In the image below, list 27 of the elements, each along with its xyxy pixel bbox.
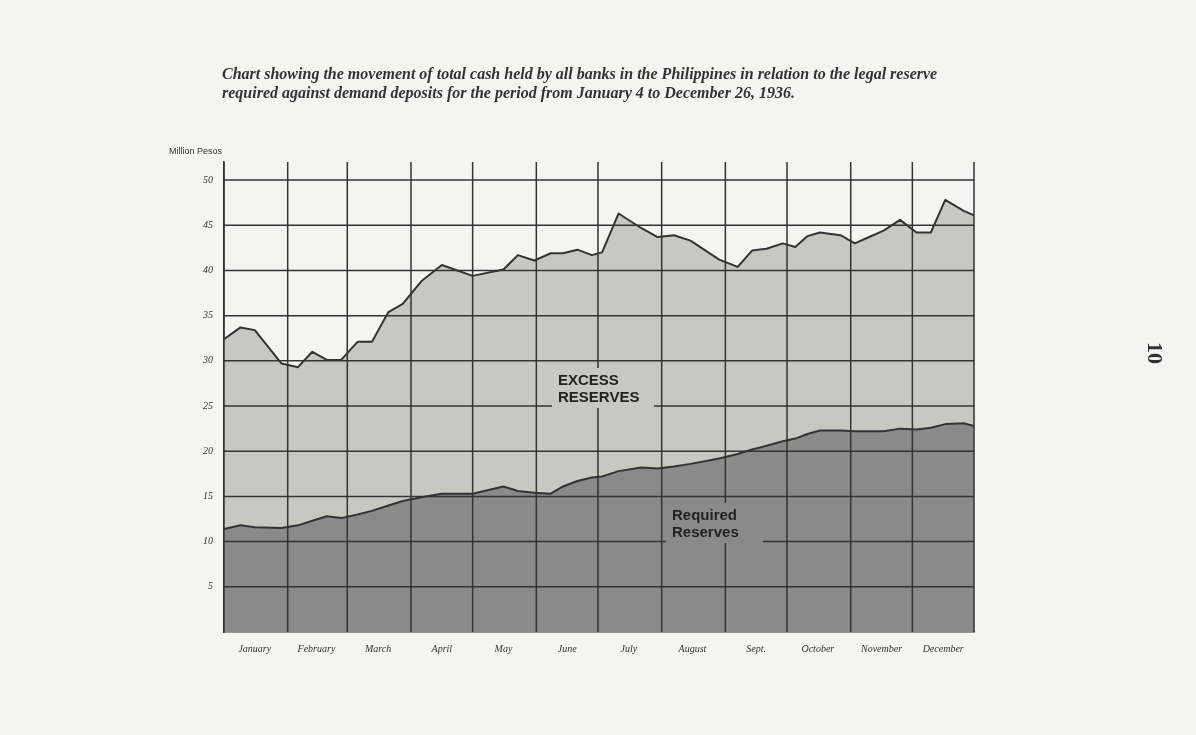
x-tick-label: March bbox=[363, 642, 392, 654]
y-tick-label: 15 bbox=[203, 490, 213, 502]
x-tick-label: November bbox=[859, 642, 903, 654]
y-tick-label: 35 bbox=[202, 309, 213, 321]
y-tick-label: 45 bbox=[203, 218, 213, 230]
x-tick-label: August bbox=[677, 642, 707, 654]
x-tick-label: April bbox=[430, 642, 453, 654]
x-tick-label: October bbox=[801, 642, 835, 654]
y-tick-label: 50 bbox=[203, 173, 213, 185]
y-tick-label: 5 bbox=[208, 580, 213, 592]
x-tick-label: May bbox=[493, 642, 513, 654]
text: 10 bbox=[1142, 342, 1168, 364]
x-tick-label: January bbox=[238, 642, 272, 654]
y-tick-label: 25 bbox=[203, 399, 213, 411]
y-tick-label: 10 bbox=[203, 535, 213, 547]
y-axis-title: Million Pesos bbox=[168, 146, 223, 156]
series-label: EXCESS RESERVES bbox=[552, 368, 654, 408]
x-tick-label: June bbox=[557, 642, 578, 654]
series-label: Required Reserves bbox=[666, 503, 763, 543]
x-tick-label: Sept. bbox=[746, 642, 767, 654]
x-tick-label: July bbox=[620, 642, 638, 654]
x-tick-label: December bbox=[921, 642, 964, 654]
y-tick-label: 20 bbox=[203, 444, 213, 456]
x-tick-label: February bbox=[296, 642, 336, 654]
y-tick-label: 30 bbox=[202, 354, 213, 366]
y-tick-label: 40 bbox=[203, 264, 213, 276]
chart-title: Chart showing the movement of total cash held by all banks in the Philippines in relation to the legal reserve required against demand deposits for the period from January 4 to December 26, 1936. bbox=[222, 64, 939, 102]
